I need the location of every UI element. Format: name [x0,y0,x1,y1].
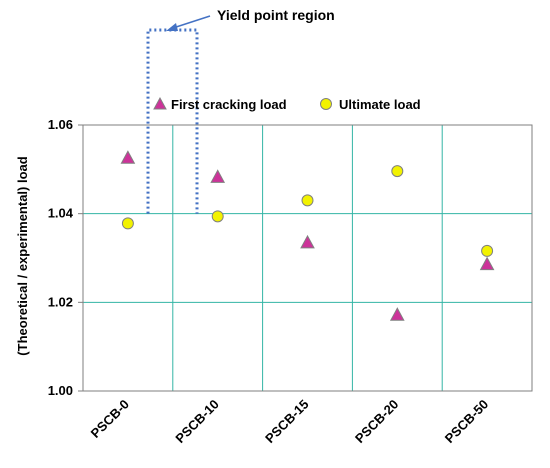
y-axis-label: (Theoretical / experimental) load [15,156,30,355]
x-tick-label: PSCB-0 [88,397,132,441]
yield-point-region [146,28,199,214]
x-tick-label: PSCB-20 [352,397,401,446]
circle-point [301,194,314,207]
legend: First cracking load Ultimate load [153,96,421,112]
plot-frame [78,124,533,392]
triangle-point [300,234,315,249]
circle-point [211,210,224,223]
grid-lines [83,125,532,391]
y-tick-label: 1.06 [48,117,73,132]
x-tick-label: PSCB-10 [172,397,221,446]
legend-label: First cracking load [171,97,287,112]
circle-point [481,244,494,257]
yield-region-box [146,28,199,214]
annotation-text: Yield point region [217,7,335,23]
y-tick-label: 1.04 [48,206,74,221]
data-points [120,150,495,321]
x-tick-labels: PSCB-0 PSCB-10 PSCB-15 PSCB-20 PSCB-50 [88,397,492,446]
x-tick-label: PSCB-50 [442,397,491,446]
y-tick-label: 1.02 [48,294,73,309]
y-tick-labels: 1.00 1.02 1.04 1.06 [48,117,74,398]
y-tick-label: 1.00 [48,383,73,398]
triangle-point [479,256,495,271]
yield-annotation: Yield point region [166,7,335,31]
legend-triangle-marker [153,96,167,110]
legend-label: Ultimate load [339,97,421,112]
legend-circle-marker [320,98,332,110]
annotation-arrowhead [166,23,178,31]
triangle-point [120,150,136,164]
plot-border [82,124,533,392]
circle-point [121,217,134,230]
triangle-point [389,307,405,321]
circle-point [391,165,404,178]
x-tick-label: PSCB-15 [262,397,311,446]
triangle-point [210,169,226,183]
